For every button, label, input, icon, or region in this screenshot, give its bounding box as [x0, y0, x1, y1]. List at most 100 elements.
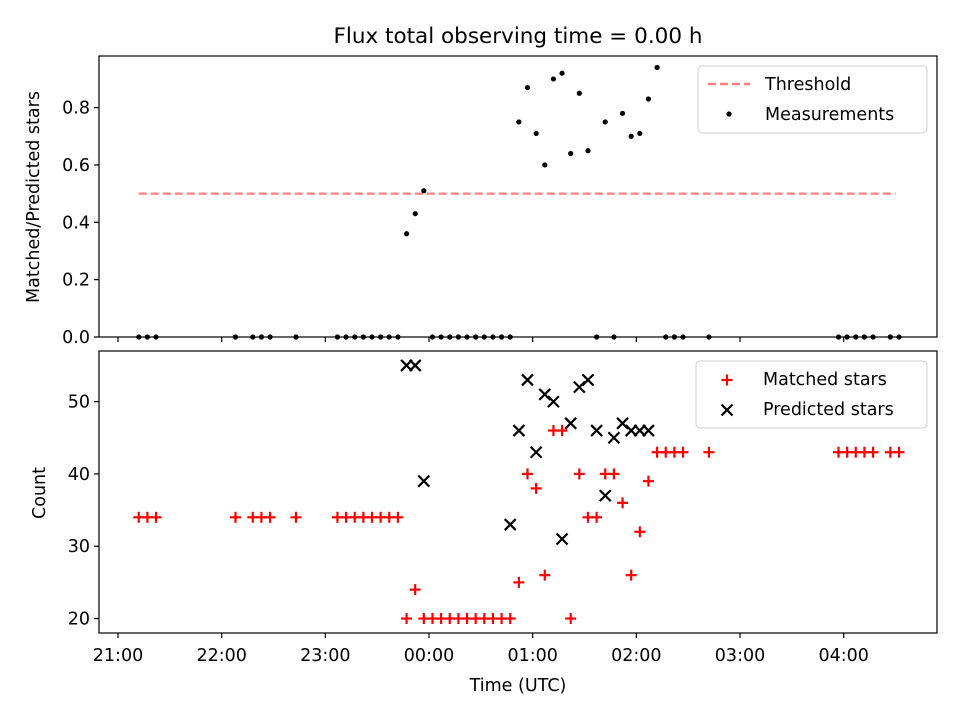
- predicted-point: [521, 373, 534, 387]
- top-y-axis-label: Matched/Predicted stars: [24, 91, 44, 303]
- predicted-point: [547, 395, 560, 408]
- matched-point: [539, 569, 551, 581]
- measurement-point: [550, 76, 557, 82]
- top-y-ticks: 0.0 0.2 0.4 0.6 0.8: [62, 99, 99, 348]
- bottom-y-tick-label: 50: [68, 393, 90, 413]
- measurement-point: [481, 334, 487, 340]
- matched-point: [264, 511, 276, 523]
- measurement-point: [386, 334, 392, 340]
- measurement-point: [412, 211, 418, 217]
- measurement-point: [645, 96, 652, 102]
- x-tick-label: 04:00: [818, 646, 868, 666]
- legend-threshold-label: Threshold: [764, 75, 851, 95]
- bottom-panel: 20 30 40 50 21:00 22:00 23:00 00:00 01:00 02:00 0…: [30, 350, 938, 696]
- measurement-point: [395, 334, 401, 340]
- predicted-point: [417, 474, 431, 488]
- measurement-point: [896, 334, 902, 340]
- predicted-point: [564, 417, 577, 430]
- x-tick-label: 03:00: [715, 646, 765, 666]
- measurement-point: [490, 334, 496, 340]
- bottom-plot-area: [133, 359, 905, 625]
- predicted-point: [512, 424, 526, 437]
- x-tick-label: 02:00: [611, 646, 661, 666]
- measurement-point: [343, 334, 349, 340]
- bottom-legend: Matched stars Predicted stars: [695, 360, 928, 429]
- x-tick-label: 21:00: [93, 646, 143, 666]
- matched-point: [530, 482, 542, 494]
- measurement-point: [680, 334, 686, 340]
- measurement-point: [559, 70, 565, 76]
- measurement-point: [611, 334, 617, 340]
- measurement-point: [853, 334, 859, 340]
- measurement-point: [293, 334, 299, 340]
- x-tick-label: 00:00: [404, 646, 454, 666]
- measurement-point: [136, 334, 142, 340]
- measurement-point: [844, 334, 850, 340]
- measurement-point: [473, 334, 479, 340]
- matched-point: [591, 511, 603, 523]
- measurement-point: [602, 119, 608, 125]
- measurement-point: [637, 130, 643, 137]
- measurement-point: [403, 231, 410, 237]
- legend-plus-mark: [721, 374, 733, 386]
- legend-matched-label: Matched stars: [763, 370, 887, 390]
- matched-point: [150, 511, 162, 523]
- x-tick-label: 01:00: [507, 646, 557, 666]
- measurement-point: [516, 119, 522, 125]
- measurement-point: [861, 334, 868, 340]
- matched-point: [401, 613, 413, 625]
- bottom-y-ticks: 20 30 40 50: [68, 393, 99, 630]
- top-plot-area: [136, 64, 902, 340]
- measurement-point: [421, 188, 427, 194]
- measurement-point: [585, 148, 591, 154]
- matched-point: [522, 468, 534, 480]
- matched-point: [867, 446, 879, 458]
- measurement-point: [628, 133, 634, 139]
- measurement-point: [576, 90, 582, 96]
- matched-point: [392, 511, 404, 523]
- matched-point: [513, 576, 525, 588]
- measurement-point: [438, 334, 444, 340]
- matched-point: [634, 526, 646, 538]
- legend-matched-swatch: [721, 374, 733, 386]
- legend-measurements-label: Measurements: [765, 105, 894, 125]
- predicted-point: [408, 359, 422, 372]
- measurement-point: [267, 334, 273, 340]
- chart-title: Flux total observing time = 0.00 h: [334, 24, 703, 49]
- predicted-point: [642, 424, 655, 437]
- bottom-y-tick-label: 20: [68, 610, 90, 630]
- measurement-point: [352, 334, 358, 340]
- bottom-axes-frame: [98, 350, 938, 634]
- top-y-tick-label: 0.8: [62, 99, 90, 119]
- measurement-point: [258, 334, 265, 340]
- measurement-point: [524, 84, 531, 91]
- matched-point: [677, 446, 689, 458]
- measurement-point: [542, 162, 548, 168]
- measurement-point: [594, 334, 600, 340]
- legend-predicted-label: Predicted stars: [763, 400, 894, 420]
- legend-predicted-swatch: [720, 403, 734, 417]
- matched-point: [617, 497, 629, 509]
- measurement-point: [507, 334, 513, 340]
- x-tick-label: 22:00: [196, 646, 246, 666]
- matched-point: [608, 468, 620, 480]
- measurement-point: [835, 334, 842, 340]
- measurement-point: [144, 334, 150, 340]
- matched-point: [625, 569, 637, 581]
- measurement-point: [663, 334, 669, 340]
- measurement-point: [870, 334, 876, 340]
- measurement-point: [498, 334, 505, 340]
- measurement-point: [654, 64, 660, 71]
- measurement-point: [447, 334, 453, 340]
- top-y-tick-label: 0.4: [62, 213, 90, 233]
- legend-x-mark: [720, 403, 734, 417]
- matched-point: [556, 425, 568, 437]
- bottom-legend-box: [695, 360, 928, 429]
- predicted-point: [529, 445, 543, 459]
- predicted-point: [555, 532, 569, 546]
- matched-point: [642, 475, 654, 487]
- predicted-point: [598, 489, 612, 502]
- measurement-point: [334, 334, 341, 340]
- measurement-point: [369, 334, 375, 340]
- measurement-point: [429, 334, 436, 340]
